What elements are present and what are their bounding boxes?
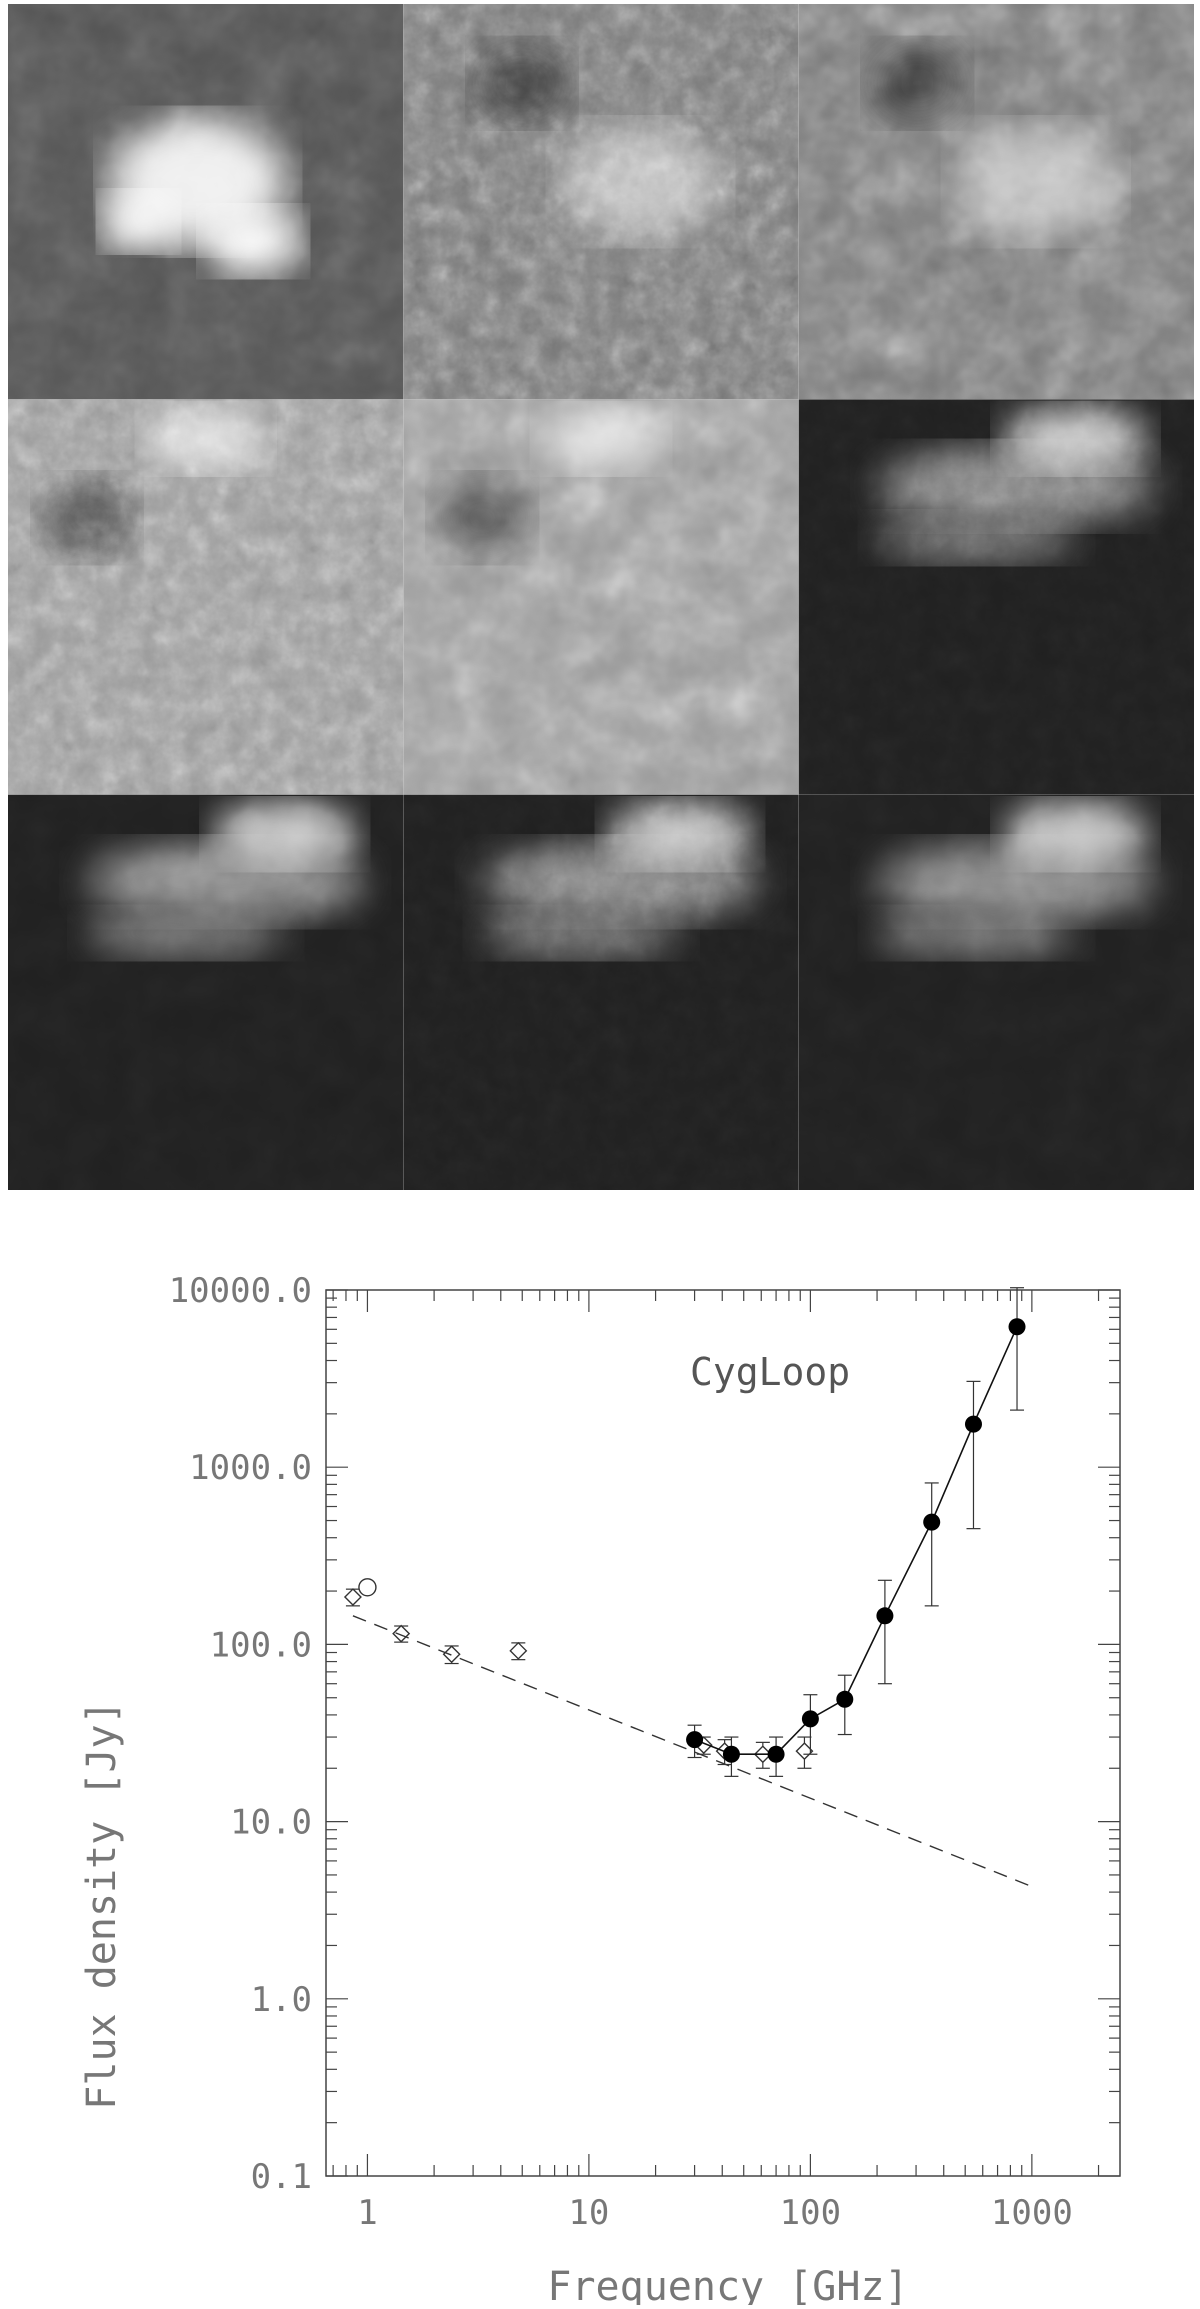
minor-ticks bbox=[326, 1289, 1120, 2177]
spectrum-plot: 1 10 100 1000 0.1 1.0 10.0 100.0 1000.0 10000.0 C… bbox=[79, 1271, 1121, 2309]
data-point-filled bbox=[767, 1745, 785, 1763]
x-tick-label: 1 bbox=[357, 2193, 377, 2233]
data-point-filled bbox=[836, 1690, 854, 1708]
y-tick-label: 10000.0 bbox=[169, 1271, 312, 1311]
data-point-filled bbox=[923, 1513, 941, 1531]
tick-labels: 1 10 100 1000 0.1 1.0 10.0 100.0 1000.0 10000.0 bbox=[169, 1271, 1073, 2233]
data-point-filled bbox=[964, 1415, 982, 1433]
data-point-diamond bbox=[795, 1742, 814, 1761]
data-point-diamond bbox=[442, 1645, 461, 1664]
data-point-filled bbox=[876, 1607, 894, 1625]
y-tick-label: 100.0 bbox=[210, 1625, 312, 1665]
data-point-filled bbox=[686, 1731, 704, 1749]
data-point-filled bbox=[1008, 1318, 1026, 1336]
map-panel-p6 bbox=[798, 399, 1194, 795]
map-panel-p8 bbox=[403, 794, 799, 1190]
plot-frame bbox=[325, 1289, 1121, 2177]
y-tick-label: 0.1 bbox=[251, 2157, 312, 2197]
spectrum-chart: 1 10 100 1000 0.1 1.0 10.0 100.0 1000.0 10000.0 C… bbox=[0, 1260, 1200, 2309]
y-tick-label: 10.0 bbox=[230, 1803, 312, 1843]
x-tick-label: 1000 bbox=[991, 2193, 1073, 2233]
x-tick-label: 100 bbox=[780, 2193, 841, 2233]
map-panel-p2 bbox=[403, 4, 799, 400]
map-panel-p3 bbox=[798, 4, 1194, 400]
data-point-filled bbox=[722, 1745, 740, 1763]
chart-annotation: CygLoop bbox=[690, 1350, 850, 1394]
y-tick-label: 1000.0 bbox=[189, 1448, 312, 1488]
data-point-filled bbox=[801, 1710, 819, 1728]
data-point-diamond bbox=[343, 1588, 362, 1607]
x-axis-title: Frequency [GHz] bbox=[547, 2264, 908, 2305]
map-panel-p7 bbox=[8, 794, 404, 1190]
data-point-diamond bbox=[509, 1641, 528, 1660]
data-point-circle bbox=[358, 1578, 377, 1597]
map-panel-p5 bbox=[403, 399, 799, 795]
map-panel-p4 bbox=[8, 399, 404, 795]
x-tick-label: 10 bbox=[568, 2193, 609, 2233]
power-law-fit-line bbox=[352, 1615, 1033, 1888]
data-point-diamond bbox=[392, 1624, 411, 1643]
sky-map-grid bbox=[8, 4, 1194, 1190]
map-panel-p9 bbox=[798, 794, 1194, 1190]
y-tick-label: 1.0 bbox=[251, 1980, 312, 2020]
map-panel-p1 bbox=[8, 4, 404, 400]
y-axis-title: Flux density [Jy] bbox=[79, 1700, 125, 2109]
sky-map-mosaic bbox=[8, 4, 1194, 1190]
series-layer bbox=[343, 1287, 1033, 1888]
